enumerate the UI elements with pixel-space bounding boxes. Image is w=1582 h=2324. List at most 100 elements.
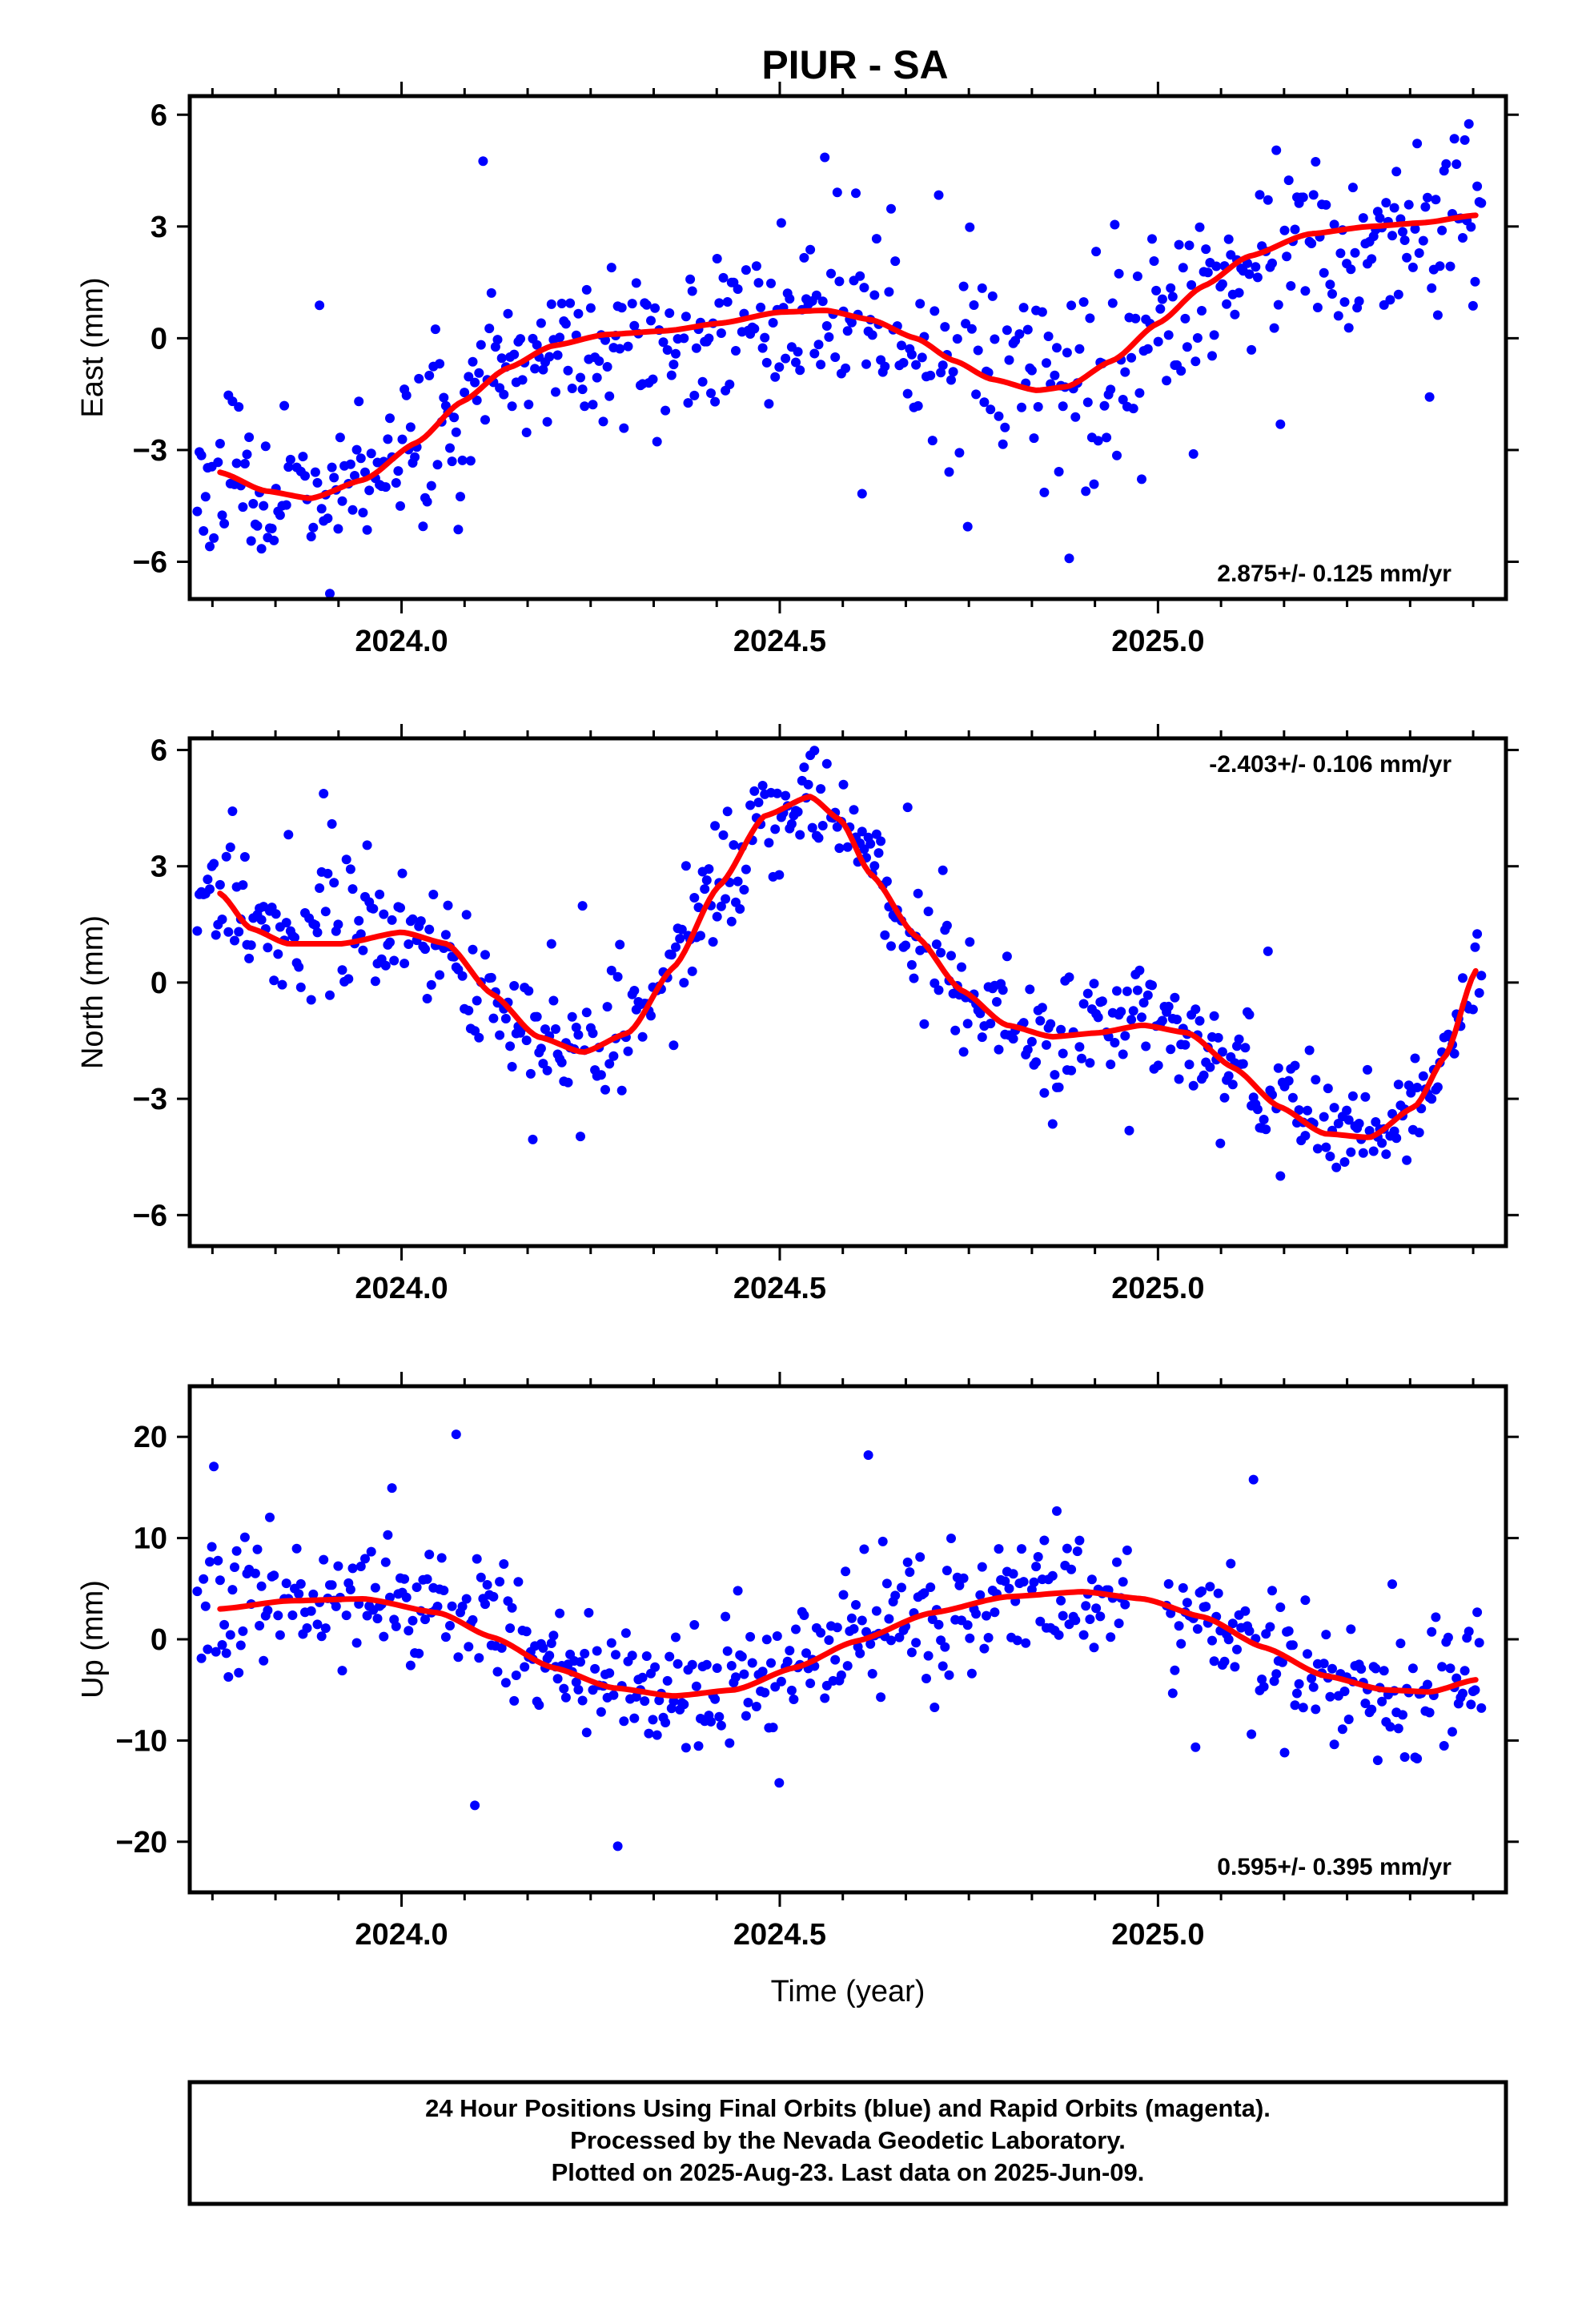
data-point — [472, 1554, 482, 1564]
data-point — [306, 1606, 316, 1616]
data-point — [1385, 1722, 1395, 1732]
data-point — [1403, 1080, 1414, 1091]
data-point — [1393, 289, 1403, 300]
data-point — [749, 786, 760, 796]
data-point — [1102, 432, 1112, 443]
data-point — [863, 1450, 873, 1460]
data-point — [803, 779, 813, 790]
data-point — [859, 1544, 869, 1554]
data-point — [615, 344, 625, 354]
data-point — [665, 1651, 675, 1662]
data-point — [930, 306, 940, 316]
data-point — [457, 455, 468, 465]
data-point — [795, 365, 805, 376]
data-point — [1106, 384, 1116, 395]
data-point — [246, 536, 256, 546]
data-point — [1192, 1624, 1203, 1634]
data-point — [716, 1720, 726, 1731]
data-point — [298, 452, 308, 462]
data-point — [871, 829, 881, 839]
data-point — [362, 1610, 372, 1621]
data-point — [1195, 1015, 1205, 1026]
data-point — [1180, 1039, 1191, 1050]
data-point — [410, 452, 420, 462]
data-point — [612, 971, 623, 982]
data-point — [538, 1642, 548, 1653]
data-point — [1047, 1119, 1058, 1129]
data-point — [714, 298, 725, 308]
data-point — [1308, 1682, 1319, 1692]
data-point — [938, 1661, 948, 1671]
data-point — [414, 1648, 424, 1659]
data-point — [905, 1567, 915, 1578]
data-point — [598, 416, 608, 427]
data-point — [1128, 1006, 1138, 1016]
data-point — [911, 1638, 921, 1648]
data-point — [877, 1536, 888, 1546]
y-tick-label: 0 — [151, 967, 167, 1000]
data-point — [225, 1630, 235, 1640]
data-point — [1054, 467, 1064, 476]
data-point — [1132, 271, 1142, 281]
data-point — [1449, 134, 1460, 144]
data-point — [327, 818, 337, 829]
data-point — [1192, 333, 1203, 343]
data-point — [217, 1640, 227, 1650]
fit-curve — [217, 1589, 1479, 1699]
data-point — [855, 1648, 865, 1659]
data-point — [821, 758, 832, 769]
y-tick-label: −10 — [116, 1724, 167, 1758]
data-point — [962, 521, 973, 532]
data-point — [1464, 119, 1474, 129]
data-point — [580, 401, 590, 412]
data-point — [1223, 1634, 1234, 1645]
data-point — [733, 876, 743, 887]
data-point — [242, 449, 252, 460]
data-point — [524, 986, 534, 996]
data-point — [851, 1600, 861, 1610]
data-point — [492, 1667, 503, 1677]
data-point — [1247, 344, 1257, 355]
data-point — [983, 1633, 994, 1642]
data-point — [859, 283, 869, 293]
data-point — [385, 413, 395, 424]
data-point — [290, 932, 299, 943]
data-point — [480, 415, 490, 425]
data-point — [1163, 1578, 1174, 1589]
data-point — [1074, 344, 1085, 354]
data-point — [1078, 999, 1089, 1009]
data-point — [608, 1051, 619, 1061]
data-point — [1093, 1012, 1103, 1023]
data-point — [401, 1592, 412, 1602]
data-point — [1379, 1666, 1389, 1676]
data-point — [1167, 292, 1178, 302]
data-point — [1086, 1574, 1097, 1585]
data-point — [412, 1582, 422, 1592]
data-point — [689, 1620, 700, 1630]
data-point — [708, 937, 718, 947]
data-point — [408, 1615, 418, 1626]
data-point — [701, 1659, 712, 1670]
data-point — [666, 370, 677, 380]
data-point — [913, 400, 923, 411]
data-point — [492, 335, 503, 345]
data-point — [965, 222, 975, 232]
data-point — [661, 405, 671, 416]
data-point — [1167, 1688, 1178, 1699]
data-point — [1476, 198, 1487, 208]
data-point — [1290, 1700, 1300, 1711]
data-point — [1325, 279, 1335, 290]
x-tick-label: 2024.5 — [733, 1272, 826, 1305]
data-point — [435, 359, 445, 369]
data-point — [1312, 1144, 1323, 1154]
data-point — [820, 1693, 830, 1703]
data-point — [1399, 1752, 1410, 1762]
data-point — [1335, 248, 1346, 259]
data-point — [513, 1577, 524, 1587]
data-point — [244, 432, 255, 442]
data-point — [355, 453, 366, 464]
data-point — [1227, 1618, 1238, 1629]
data-point — [476, 1572, 486, 1582]
data-point — [401, 390, 412, 400]
data-point — [581, 284, 592, 295]
